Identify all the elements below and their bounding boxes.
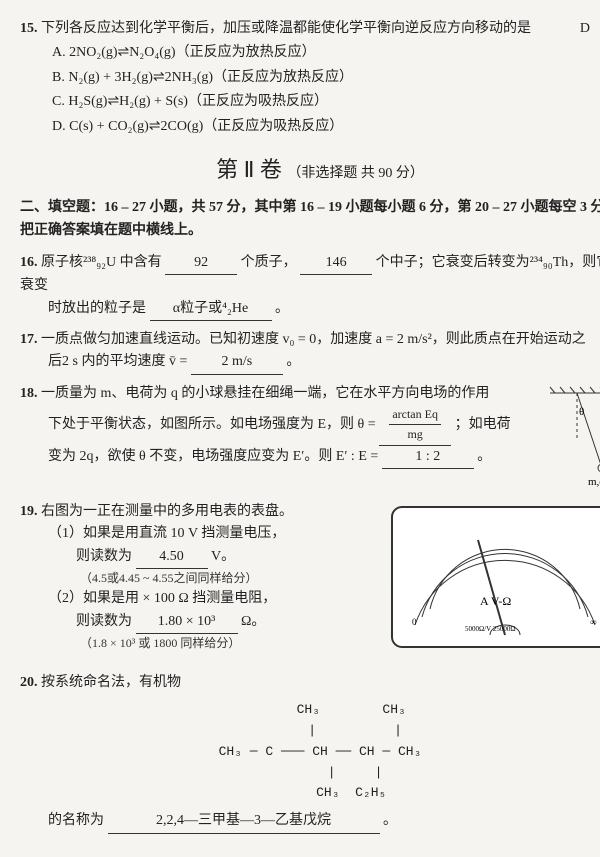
q15-opt-c: C. H₂S(g)⇌H₂(g) + S(s)（正反应为吸热反应） (20, 91, 600, 113)
section-sub: （非选择题 共 90 分） (287, 166, 424, 181)
q18-t1: 一质量为 m、电荷为 q 的小球悬挂在细绳一端，它在水平方向电场的作用 (41, 386, 489, 401)
question-16: 16. 原子核²³⁸₉₂U 中含有 92 个质子， 146 个中子；它衰变后转变… (20, 252, 600, 321)
q19-blank-v[interactable]: 4.50 (136, 546, 208, 569)
q17-t3: 。 (286, 354, 300, 369)
q19-s2b: 则读数为 (76, 614, 132, 629)
question-18: θ m,q 18. 一质量为 m、电荷为 q 的小球悬挂在细绳一端，它在水平方向… (20, 383, 600, 493)
q19-s1b: 则读数为 (76, 549, 132, 564)
q19-stem: 右图为一正在测量中的多用电表的表盘。 (41, 504, 293, 519)
q20-t3: 。 (383, 813, 397, 828)
q20-t2: 的名称为 (48, 813, 104, 828)
q18-t2: 下处于平衡状态，如图所示。如电场强度为 E，则 θ = (48, 417, 376, 432)
q18-blank-ratio[interactable]: 1 : 2 (382, 446, 474, 469)
q19-s2u: Ω。 (241, 614, 265, 629)
q20-stem: 按系统命名法，有机物 (41, 675, 181, 690)
q18-t5: 。 (477, 449, 491, 464)
svg-text:0: 0 (412, 617, 417, 627)
svg-text:A V-Ω: A V-Ω (480, 594, 511, 608)
q20-num: 20. (20, 675, 38, 690)
q20-blank-name[interactable]: 2,2,4—三甲基—3—乙基戊烷 (108, 810, 380, 833)
q16-blank-neutrons[interactable]: 146 (300, 252, 372, 275)
pendulum-diagram: θ m,q (530, 383, 600, 493)
q16-t2: 个质子， (241, 255, 297, 270)
q17-t1: 一质点做匀加速直线运动。已知初速度 v₀ = 0，加速度 a = 2 m/s²，… (41, 332, 586, 347)
q19-blank-r[interactable]: 1.80 × 10³ (136, 611, 238, 634)
q15-stem: 下列各反应达到化学平衡后，加压或降温都能使化学平衡向逆反应方向移动的是 (41, 21, 531, 36)
q15-opt-a: A. 2NO₂(g)⇌N₂O₄(g)（正反应为放热反应） (20, 42, 600, 64)
q16-num: 16. (20, 255, 38, 270)
q16-blank-protons[interactable]: 92 (165, 252, 237, 275)
q17-t2: 后2 s 内的平均速度 v̄ = (48, 354, 187, 369)
q19-num: 19. (20, 504, 38, 519)
q15-opt-d: D. C(s) + CO₂(g)⇌2CO(g)（正反应为吸热反应） (20, 116, 600, 138)
svg-text:m,q: m,q (588, 476, 600, 488)
q15-answer: D (580, 18, 590, 40)
q18-num: 18. (20, 386, 38, 401)
q18-t4: 变为 2q，欲使 θ 不变，电场强度应变为 E′。则 E′ : E = (48, 449, 378, 464)
q15-opt-b: B. N₂(g) + 3H₂(g)⇌2NH₃(g)（正反应为放热反应） (20, 67, 600, 89)
q17-blank-v[interactable]: 2 m/s (191, 351, 283, 374)
multimeter-icon: A V-Ω 5000Ω/V 25000Ω 0 ∞ (390, 505, 600, 660)
svg-text:θ: θ (579, 406, 584, 418)
q20-structure: CH₃ CH₃ | | CH₃ ─ C ─── CH ── CH ─ CH₃ |… (20, 700, 600, 804)
question-17: 17. 一质点做匀加速直线运动。已知初速度 v₀ = 0，加速度 a = 2 m… (20, 329, 600, 375)
svg-text:5000Ω/V 25000Ω: 5000Ω/V 25000Ω (465, 625, 516, 633)
q17-num: 17. (20, 332, 38, 347)
question-20: 20. 按系统命名法，有机物 CH₃ CH₃ | | CH₃ ─ C ─── C… (20, 672, 600, 834)
q15-num: 15. (20, 21, 38, 36)
section-main: 第 Ⅱ 卷 (216, 157, 282, 182)
q16-blank-particle[interactable]: α粒子或⁴₂He (150, 298, 272, 321)
q16-t4: 时放出的粒子是 (48, 301, 146, 316)
q16-t1: 原子核²³⁸₉₂U 中含有 (41, 255, 162, 270)
section-title: 第 Ⅱ 卷 （非选择题 共 90 分） (20, 152, 600, 187)
question-15: D 15. 下列各反应达到化学平衡后，加压或降温都能使化学平衡向逆反应方向移动的… (20, 18, 600, 138)
q18-t3: ；如电荷 (455, 417, 511, 432)
q16-t5: 。 (275, 301, 289, 316)
fill-instructions: 二、填空题：16 – 27 小题，共 57 分，其中第 16 – 19 小题每小… (20, 197, 600, 242)
question-19: A V-Ω 5000Ω/V 25000Ω 0 ∞ 19. 右图为一正在测量中的多用… (20, 501, 600, 664)
q18-blank-theta[interactable]: arctan Eqmg (379, 405, 451, 445)
svg-text:∞: ∞ (590, 617, 596, 627)
q19-s1u: V。 (211, 549, 235, 564)
